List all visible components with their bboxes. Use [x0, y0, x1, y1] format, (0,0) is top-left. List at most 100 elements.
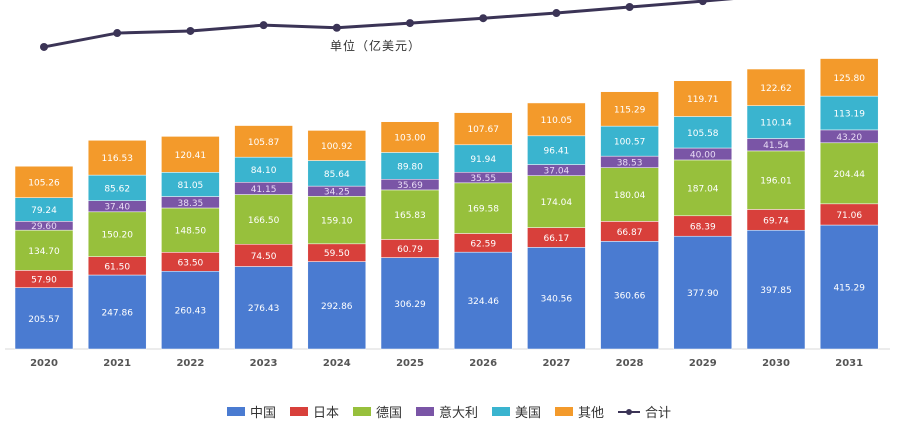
bar-segment-2024-2 — [307, 196, 367, 245]
value-label: 34.25 — [324, 188, 350, 198]
total-point-2021 — [113, 29, 122, 38]
value-label: 38.53 — [617, 158, 643, 168]
bar-segment-2027-4 — [527, 135, 586, 165]
legend-swatch — [415, 407, 434, 416]
x-tick-label: 2029 — [689, 358, 717, 369]
value-label: 119.71 — [687, 95, 719, 105]
x-tick-label: 2022 — [176, 358, 204, 369]
bar-segment-2022-2 — [161, 207, 220, 253]
value-label: 187.04 — [687, 184, 719, 194]
bar-segment-2028-2 — [600, 167, 659, 222]
value-label: 100.57 — [614, 138, 646, 148]
legend-swatch — [226, 407, 245, 416]
value-label: 60.79 — [397, 245, 423, 255]
value-label: 276.43 — [248, 304, 280, 314]
value-label: 174.04 — [541, 198, 573, 208]
value-label: 103.00 — [394, 134, 426, 144]
bar-segment-2030-0 — [746, 229, 806, 350]
x-tick-label: 2024 — [323, 358, 351, 369]
x-tick-label: 2028 — [616, 358, 644, 369]
value-label: 110.14 — [760, 119, 792, 129]
legend-label: 意大利 — [438, 406, 478, 421]
value-label: 68.39 — [690, 222, 716, 232]
value-label: 62.59 — [470, 239, 496, 249]
legend-label: 其他 — [578, 406, 605, 421]
value-label: 40.00 — [690, 150, 716, 160]
legend-label: 德国 — [375, 406, 402, 421]
value-label: 38.35 — [178, 199, 204, 209]
value-label: 120.41 — [175, 151, 207, 161]
value-label: 166.50 — [248, 216, 280, 226]
total-point-2024 — [332, 23, 341, 32]
value-label: 79.24 — [31, 206, 57, 216]
bar-segment-2023-0 — [234, 266, 293, 350]
bar-segment-2021-2 — [87, 211, 147, 257]
total-line — [43, 0, 734, 49]
x-tick-label: 2021 — [103, 358, 131, 369]
bar-segment-2027-5 — [527, 102, 586, 137]
value-label: 150.20 — [101, 231, 133, 241]
value-label: 113.19 — [833, 110, 865, 120]
legend-label: 中国 — [249, 406, 276, 421]
bar-segment-2020-2 — [14, 229, 74, 271]
bar-segment-2027-2 — [527, 175, 586, 228]
bar-segment-2028-4 — [600, 125, 659, 157]
legend-item: 美国 — [492, 402, 541, 421]
value-label: 35.55 — [470, 174, 496, 184]
bar-segment-2029-0 — [673, 235, 733, 350]
value-label: 105.87 — [248, 138, 280, 148]
value-labels-group: 205.57 57.90 134.70 29.60 79.24 105.26 247.86 6… — [28, 74, 865, 325]
value-label: 159.10 — [321, 217, 353, 227]
bar-segment-2021-5 — [87, 140, 147, 176]
x-tick-label: 2023 — [250, 358, 278, 369]
bar-segment-2026-0 — [453, 251, 513, 350]
x-tick-label: 2030 — [762, 358, 790, 369]
x-tick-label: 2026 — [469, 358, 497, 369]
legend-swatch — [555, 407, 574, 416]
value-label: 125.80 — [833, 74, 865, 84]
bar-segment-2030-4 — [746, 105, 806, 139]
value-label: 397.85 — [760, 286, 792, 296]
bar-segment-2026-5 — [453, 112, 513, 146]
value-label: 107.67 — [467, 125, 499, 135]
value-label: 59.50 — [324, 249, 350, 259]
legend-item: 日本 — [289, 402, 339, 421]
value-label: 148.50 — [175, 227, 207, 237]
value-label: 169.58 — [467, 205, 499, 215]
bar-segment-2026-4 — [453, 144, 513, 173]
legend-item: 其他 — [555, 402, 604, 421]
bar-segment-2025-2 — [380, 189, 440, 240]
value-label: 110.05 — [541, 116, 573, 126]
total-point-2027 — [552, 9, 561, 18]
value-label: 66.87 — [617, 228, 643, 238]
value-label: 29.60 — [31, 222, 57, 232]
bar-segment-2031-0 — [819, 224, 879, 350]
bar-segment-2028-0 — [600, 241, 659, 350]
value-label: 37.40 — [104, 203, 130, 213]
value-label: 43.20 — [836, 133, 862, 143]
value-label: 377.90 — [687, 289, 719, 299]
total-point-2025 — [406, 19, 414, 28]
value-label: 105.26 — [28, 178, 60, 188]
value-label: 84.10 — [251, 166, 277, 176]
x-tick-label: 2025 — [396, 358, 424, 369]
value-label: 63.50 — [178, 258, 204, 268]
bar-segment-2022-4 — [161, 172, 220, 197]
value-label: 85.64 — [324, 170, 350, 180]
total-line-group — [40, 0, 734, 51]
x-tick-label: 2027 — [542, 358, 570, 369]
bar-segment-2022-0 — [161, 271, 220, 350]
value-label: 324.46 — [467, 297, 499, 307]
value-label: 360.66 — [614, 292, 646, 302]
value-label: 340.56 — [541, 295, 573, 305]
value-label: 122.62 — [760, 84, 792, 94]
bar-segment-2031-4 — [819, 95, 879, 131]
x-axis: 2020 2021 2022 2023 2024 2025 2026 2027 2028 2029… — [30, 358, 863, 369]
value-label: 96.41 — [544, 147, 570, 157]
legend-swatch — [492, 407, 510, 416]
value-label: 74.50 — [251, 252, 277, 262]
value-label: 196.01 — [760, 177, 792, 187]
value-label: 100.92 — [321, 142, 353, 152]
unit-label: 单位（亿美元） — [330, 39, 422, 53]
bar-segment-2025-5 — [380, 121, 440, 153]
